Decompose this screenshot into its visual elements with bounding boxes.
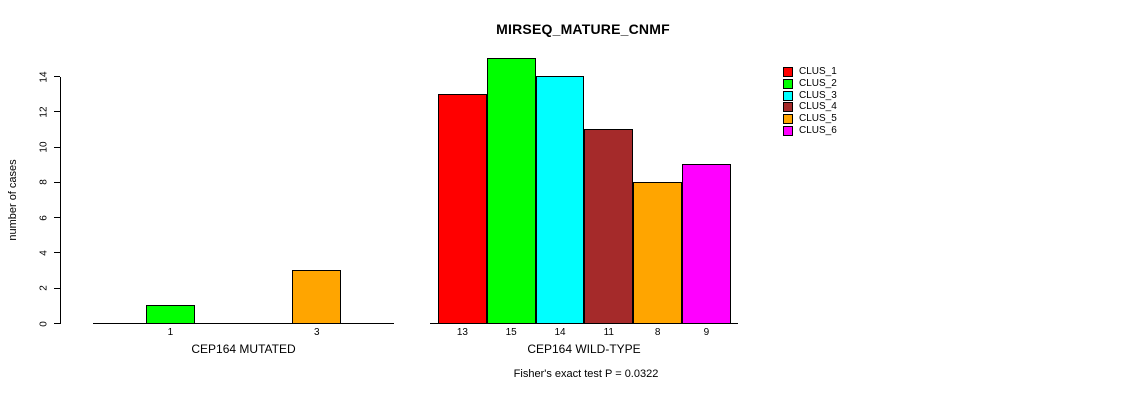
bar-clus_5 <box>633 181 682 324</box>
y-tick-label: 14 <box>38 70 50 83</box>
y-tick-mark <box>54 287 60 289</box>
bar-clus_2 <box>486 58 536 324</box>
bar-clus_4 <box>584 128 634 324</box>
legend-swatch-clus_3 <box>783 90 793 101</box>
legend-label: CLUS_5 <box>799 113 837 125</box>
legend-label: CLUS_6 <box>799 125 837 136</box>
y-tick-label: 12 <box>38 106 50 118</box>
bar-value-label: 11 <box>603 327 614 338</box>
legend-label: CLUS_2 <box>799 77 837 89</box>
y-tick-label: 2 <box>38 285 50 291</box>
x-axis-baseline <box>93 323 394 324</box>
y-tick-mark <box>54 76 60 78</box>
legend-swatch-clus_4 <box>783 102 793 113</box>
bar-clus_3 <box>535 76 585 324</box>
y-tick-mark <box>54 111 60 113</box>
bar-value-label: 15 <box>505 327 517 338</box>
y-tick-label: 0 <box>38 320 50 327</box>
bar-value-label: 8 <box>654 327 661 338</box>
bar-value-label: 14 <box>554 327 566 338</box>
y-tick-mark <box>54 217 60 219</box>
bar-clus_6 <box>682 164 731 324</box>
y-tick-mark <box>54 323 60 324</box>
legend-swatch-clus_5 <box>783 114 793 125</box>
bar-value-label: 9 <box>703 327 710 338</box>
bar-clus_2 <box>146 305 195 324</box>
y-axis-line <box>60 77 61 324</box>
legend-label: CLUS_1 <box>799 66 837 77</box>
y-tick-mark <box>54 252 60 254</box>
bar-value-label: 13 <box>456 327 468 338</box>
bar-value-label: 3 <box>314 327 320 338</box>
y-tick-label: 10 <box>38 141 50 153</box>
bar-value-label: 1 <box>167 327 174 338</box>
y-tick-label: 6 <box>38 214 50 221</box>
y-axis-label: number of cases <box>7 159 19 241</box>
y-tick-mark <box>54 146 60 148</box>
legend-swatch-clus_6 <box>783 126 793 136</box>
legend-swatch-clus_2 <box>783 78 793 89</box>
bar-clus_1 <box>438 93 487 324</box>
legend-swatch-clus_1 <box>783 67 793 77</box>
y-tick-label: 4 <box>38 250 50 256</box>
group-axis-label: CEP164 MUTATED <box>191 342 296 356</box>
caption-fisher-test: Fisher's exact test P = 0.0322 <box>513 368 659 380</box>
y-tick-label: 8 <box>38 179 50 186</box>
legend-label: CLUS_4 <box>799 101 837 113</box>
group-axis-label: CEP164 WILD-TYPE <box>527 342 641 356</box>
legend-label: CLUS_3 <box>799 89 837 101</box>
y-tick-mark <box>54 181 60 183</box>
chart-title: MIRSEQ_MATURE_CNMF <box>496 21 670 37</box>
bar-clus_5 <box>292 270 342 324</box>
